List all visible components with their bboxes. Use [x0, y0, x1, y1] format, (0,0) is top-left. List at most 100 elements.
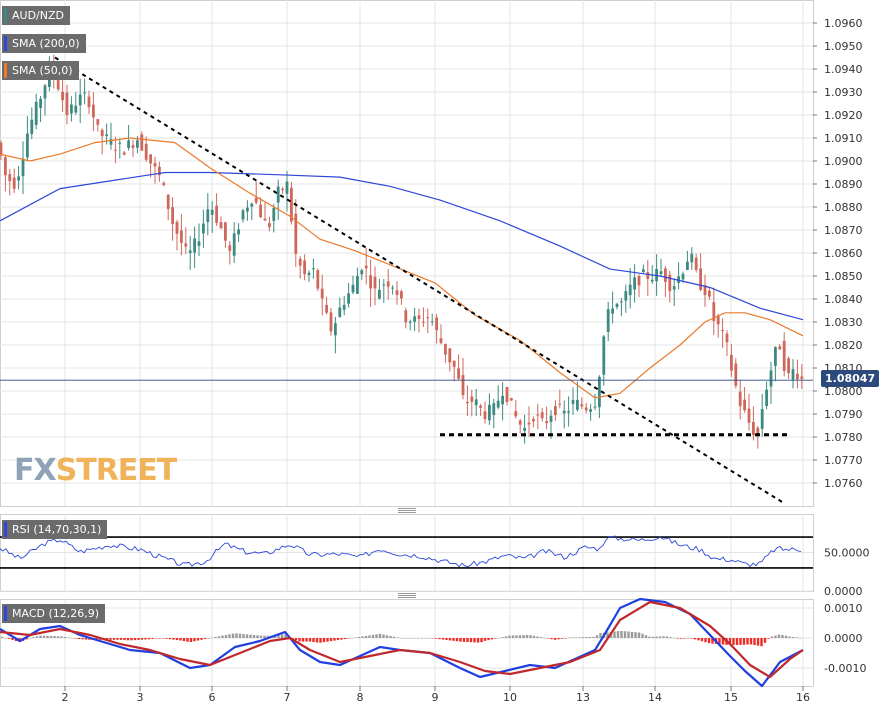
candle-body-42	[184, 243, 188, 247]
macd-resize-handle[interactable]	[398, 593, 416, 598]
price-tick-label: 1.0880	[824, 201, 863, 214]
legend-symbol[interactable]: AUD/NZD	[2, 6, 70, 25]
macd-hist-bar-106	[371, 634, 375, 638]
candle-body-148	[650, 279, 654, 282]
candle-body-37	[162, 182, 166, 186]
candle-body-119	[523, 427, 526, 431]
macd-hist-bar-111	[389, 636, 392, 638]
macd-hist-bar-191	[669, 637, 672, 638]
candle-body-76	[334, 323, 337, 336]
legend-sma200[interactable]: SMA (200,0)	[2, 34, 86, 53]
candle-body-143	[628, 284, 632, 296]
macd-hist-bar-185	[648, 636, 651, 638]
price-tick-label: 1.0930	[824, 86, 863, 99]
macd-hist-bar-173	[606, 632, 609, 638]
macd-line	[0, 597, 804, 688]
macd-hist-bar-184	[644, 635, 648, 638]
candle-body-123	[540, 412, 544, 419]
macd-hist-bar-51	[179, 638, 182, 641]
macd-hist-bar-158	[553, 638, 557, 640]
candle-body-165	[725, 333, 729, 343]
macd-hist-bar-124	[434, 638, 438, 639]
macd-hist-bar-37	[130, 638, 133, 641]
price-overlays	[0, 56, 813, 505]
candle-body-86	[378, 289, 381, 299]
candle-body-78	[342, 304, 346, 310]
candle-body-144	[633, 277, 636, 290]
candle-body-126	[554, 406, 557, 416]
macd-hist-bar-97	[340, 638, 343, 640]
macd-hist-bar-142	[497, 637, 501, 639]
macd-hist-bar-100	[350, 638, 354, 639]
candle-body-44	[193, 238, 196, 253]
macd-hist-bar-170	[595, 635, 599, 638]
price-tick-label: 1.0820	[824, 339, 863, 352]
macd-hist-bar-171	[599, 633, 602, 638]
candle-body-158	[694, 257, 698, 270]
rsi-panel	[0, 535, 813, 569]
candle-body-47	[206, 209, 210, 222]
rsi-resize-handle[interactable]	[398, 508, 416, 513]
candle-body-32	[140, 134, 144, 151]
macd-hist-bar-108	[378, 633, 382, 638]
macd-hist-bar-123	[431, 638, 434, 639]
macd-hist-bar-227	[795, 637, 798, 638]
candle-body-46	[202, 223, 205, 234]
candle-body-59	[259, 204, 262, 218]
macd-hist-bar-60	[210, 637, 214, 639]
candle-body-28	[122, 152, 126, 155]
macd-hist-bar-138	[483, 638, 487, 641]
macd-hist-bar-180	[630, 631, 634, 638]
macd-hist-bar-90	[315, 638, 319, 643]
candle-body-181	[796, 373, 799, 380]
logo-fx: FX	[14, 453, 57, 488]
candle-body-51	[224, 222, 227, 241]
macd-hist-bar-183	[641, 633, 644, 638]
candle-body-85	[373, 276, 377, 289]
candle-body-66	[290, 187, 293, 222]
candle-body-63	[276, 186, 280, 203]
candle-body-172	[756, 427, 760, 435]
macd-hist-bar-110	[385, 635, 389, 638]
candle-body-4	[17, 176, 20, 181]
macd-hist-bar-96	[336, 638, 340, 641]
macd-hist-bar-38	[133, 638, 137, 641]
candle-body-56	[246, 207, 249, 212]
candle-body-19	[83, 92, 86, 94]
macd-hist-bar-194	[679, 638, 683, 639]
macd-hist-bar-197	[690, 638, 693, 639]
price-tick-label: 1.0760	[824, 477, 863, 490]
candle-body-30	[131, 145, 135, 148]
macd-hist-bar-91	[319, 638, 322, 643]
candle-body-170	[747, 408, 751, 423]
legend-sma200-label: SMA (200,0)	[12, 37, 80, 50]
candle-body-166	[730, 354, 733, 371]
macd-hist-bar-0	[0, 636, 4, 638]
macd-hist-bar-88	[308, 638, 312, 642]
candle-body-54	[237, 229, 240, 235]
legend-rsi[interactable]: RSI (14,70,30,1)	[2, 520, 108, 539]
macd-hist-bar-148	[518, 635, 522, 638]
candle-body-129	[567, 411, 570, 413]
macd-hist-bar-20	[70, 638, 74, 639]
macd-hist-bar-211	[739, 638, 742, 645]
candle-body-135	[593, 406, 597, 408]
candle-body-110	[483, 411, 487, 420]
macd-tick-label: -0.0010	[824, 662, 866, 675]
macd-hist-bar-57	[200, 638, 203, 640]
candle-body-167	[734, 363, 738, 386]
macd-hist-bar-196	[686, 638, 690, 639]
candle-body-89	[391, 287, 394, 289]
macd-hist-bar-23	[81, 638, 84, 640]
macd-hist-bar-189	[662, 636, 665, 638]
price-tick-label: 1.0770	[824, 454, 863, 467]
macd-hist-bar-209	[732, 638, 735, 646]
legend-macd[interactable]: MACD (12,26,9)	[2, 604, 106, 623]
price-tick-label: 1.0960	[824, 17, 863, 30]
legend-sma50[interactable]: SMA (50,0)	[2, 61, 79, 80]
candle-body-130	[571, 400, 575, 404]
macd-hist-bar-24	[84, 638, 88, 640]
candle-body-163	[716, 315, 720, 325]
macd-panel	[0, 597, 804, 688]
macd-hist-bar-30	[105, 638, 109, 640]
